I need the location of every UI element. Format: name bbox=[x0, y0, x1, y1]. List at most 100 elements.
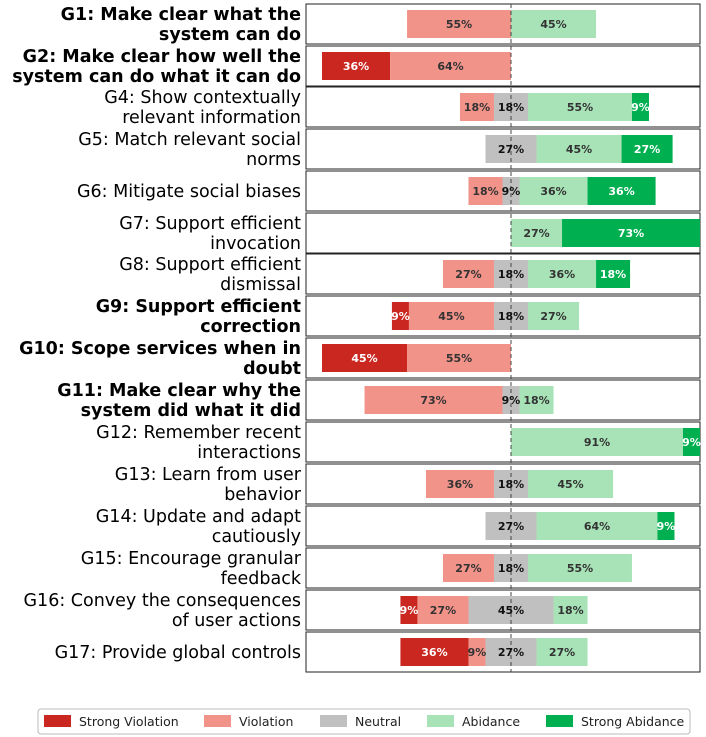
segment-value-label: 45% bbox=[498, 604, 524, 617]
bar-segment-abidance bbox=[511, 428, 683, 456]
legend-box bbox=[37, 708, 691, 735]
segment-value-label: 18% bbox=[523, 394, 549, 407]
segment-value-label: 55% bbox=[567, 562, 593, 575]
segment-value-label: 45% bbox=[438, 310, 464, 323]
category-label-line2: of user actions bbox=[172, 611, 301, 631]
segment-labels: 55% 45%36% 64%18% 18% 55% 9%27% 45% 27%18% 9% 36%… bbox=[343, 18, 701, 659]
segment-value-label: 9% bbox=[502, 394, 521, 407]
segment-value-label: 9% bbox=[391, 310, 410, 323]
segment-value-label: 27% bbox=[540, 310, 566, 323]
bar-segment-strong-violation bbox=[391, 302, 409, 330]
segment-value-label: 18% bbox=[498, 268, 524, 281]
bar-segment-abidance bbox=[519, 386, 554, 414]
category-label-line1: G13: Learn from user bbox=[115, 465, 302, 485]
bar-segment-abidance bbox=[528, 302, 580, 330]
bar-segment-strong-abidance bbox=[682, 428, 700, 456]
bar-segment-violation bbox=[425, 470, 494, 498]
segment-value-label: 18% bbox=[498, 310, 524, 323]
legend-swatch bbox=[546, 715, 573, 727]
category-label-line1: G12: Remember recent bbox=[96, 423, 301, 443]
category-label-line1: G8: Support efficient bbox=[119, 255, 301, 275]
category-label-line2: cautiously bbox=[212, 527, 301, 547]
segment-value-label: 9% bbox=[657, 520, 676, 533]
bar-segment-abidance bbox=[536, 135, 622, 163]
segment-value-label: 18% bbox=[472, 185, 498, 198]
category-label-line1: G16: Convey the consequences bbox=[24, 591, 302, 611]
segment-value-label: 18% bbox=[498, 562, 524, 575]
segment-value-label: 27% bbox=[634, 143, 660, 156]
bar-segment-violation bbox=[407, 10, 511, 38]
legend-swatch bbox=[204, 715, 231, 727]
bar-segment-violation bbox=[390, 52, 511, 80]
legend-label: Violation bbox=[239, 714, 293, 729]
segment-value-label: 9% bbox=[682, 436, 701, 449]
bar-segment-strong-abidance bbox=[631, 93, 649, 121]
segment-value-label: 45% bbox=[540, 18, 566, 31]
legend-swatch bbox=[320, 715, 347, 727]
segment-value-label: 9% bbox=[468, 646, 487, 659]
category-label-line1: G11: Make clear why the bbox=[57, 381, 301, 401]
bar-segment-abidance bbox=[536, 638, 588, 666]
category-label-line2: system can do bbox=[159, 25, 301, 45]
segment-value-label: 18% bbox=[600, 268, 626, 281]
legend-label: Abidance bbox=[462, 714, 520, 729]
category-label-line2: system did what it did bbox=[81, 401, 301, 421]
segment-value-label: 18% bbox=[464, 101, 490, 114]
bar-segment-abidance bbox=[528, 470, 614, 498]
segment-value-label: 36% bbox=[608, 185, 634, 198]
bar-segment-abidance bbox=[519, 177, 588, 205]
bar-segment-strong-abidance bbox=[657, 512, 675, 540]
segment-value-label: 55% bbox=[567, 101, 593, 114]
segment-value-label: 27% bbox=[549, 646, 575, 659]
legend: Strong Violation Violation Neutral Abidance… bbox=[37, 708, 691, 735]
segment-value-label: 27% bbox=[455, 268, 481, 281]
bar-segment-abidance bbox=[511, 219, 563, 247]
category-label-line1: G1: Make clear what the bbox=[61, 5, 301, 25]
bar-segment-abidance bbox=[536, 512, 658, 540]
category-label-line2: norms bbox=[246, 150, 301, 170]
category-label-line2: invocation bbox=[210, 234, 301, 254]
bar-segment-strong-violation bbox=[400, 638, 469, 666]
segment-value-label: 9% bbox=[502, 185, 521, 198]
segment-value-label: 55% bbox=[446, 352, 472, 365]
bar-segment-abidance bbox=[528, 260, 597, 288]
segment-value-label: 27% bbox=[430, 604, 456, 617]
category-label-line1: G14: Update and adapt bbox=[96, 507, 301, 527]
category-label-line1: G4: Show contextually bbox=[104, 88, 301, 108]
category-label-line1: G9: Support efficient bbox=[96, 297, 301, 317]
segment-value-label: 18% bbox=[557, 604, 583, 617]
segment-value-label: 9% bbox=[400, 604, 419, 617]
segment-value-label: 27% bbox=[523, 227, 549, 240]
segment-value-label: 45% bbox=[566, 143, 592, 156]
bar-segment-neutral bbox=[502, 177, 520, 205]
bar-segment-violation bbox=[417, 596, 469, 624]
segment-value-label: 36% bbox=[540, 185, 566, 198]
segment-value-label: 27% bbox=[498, 646, 524, 659]
category-label-line2: feedback bbox=[221, 569, 302, 589]
bar-segment-strong-abidance bbox=[621, 135, 673, 163]
bar-segment-strong-violation bbox=[322, 52, 391, 80]
legend-swatch bbox=[44, 715, 71, 727]
segment-value-label: 36% bbox=[343, 60, 369, 73]
bar-segment-violation bbox=[468, 638, 486, 666]
segment-value-label: 36% bbox=[421, 646, 447, 659]
category-label-line1: G7: Support efficient bbox=[119, 214, 301, 234]
category-label-line2: dismissal bbox=[220, 275, 301, 295]
segment-value-label: 73% bbox=[618, 227, 644, 240]
bar-segment-violation bbox=[442, 260, 494, 288]
category-label-line2: system can do what it can do bbox=[12, 67, 301, 87]
bar-segment-violation bbox=[364, 386, 503, 414]
category-label-line2: doubt bbox=[243, 359, 301, 379]
category-label-line2: behavior bbox=[224, 485, 302, 505]
segment-value-label: 27% bbox=[498, 520, 524, 533]
legend-label: Strong Violation bbox=[79, 714, 179, 729]
category-label-line2: interactions bbox=[197, 443, 301, 463]
segment-value-label: 55% bbox=[446, 18, 472, 31]
bar-segment-abidance bbox=[511, 10, 597, 38]
segment-value-label: 36% bbox=[447, 478, 473, 491]
legend-swatch bbox=[427, 715, 454, 727]
category-label-line1: G10: Scope services when in bbox=[19, 339, 301, 359]
category-label-line1: G6: Mitigate social biases bbox=[77, 182, 301, 202]
bar-segment-strong-abidance bbox=[562, 219, 700, 247]
